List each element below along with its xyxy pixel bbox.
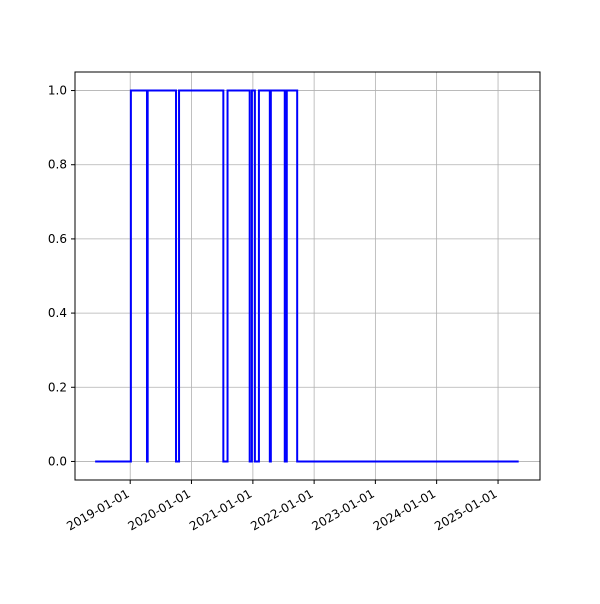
plot-frame — [74, 71, 541, 481]
x-tick-label: 2021-01-01 — [187, 486, 254, 533]
x-tick-label: 2020-01-01 — [126, 486, 193, 533]
y-tick-label: 1.0 — [48, 84, 67, 98]
step-line — [95, 89, 519, 463]
x-tick-label: 2023-01-01 — [309, 486, 376, 533]
y-tick-label: 0.8 — [48, 158, 67, 172]
x-tick-label: 2022-01-01 — [248, 486, 315, 533]
y-tick-label: 0.4 — [48, 306, 67, 320]
x-tick-label: 2025-01-01 — [432, 486, 499, 533]
x-tick-label: 2024-01-01 — [371, 486, 438, 533]
y-tick-label: 0.0 — [48, 454, 67, 468]
x-tick-label: 2019-01-01 — [64, 486, 131, 533]
y-tick-label: 0.6 — [48, 232, 67, 246]
y-tick-label: 0.2 — [48, 380, 67, 394]
